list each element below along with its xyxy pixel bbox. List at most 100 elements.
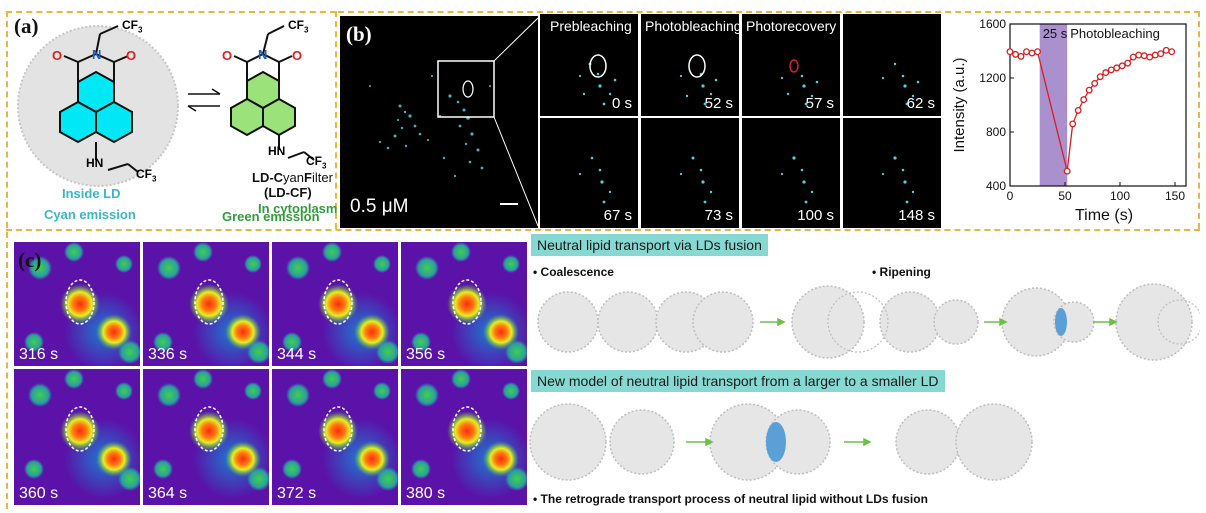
- green-blob: [157, 256, 181, 280]
- green-blob: [505, 340, 527, 364]
- frame-52s: Photobleaching 52 s: [641, 14, 739, 116]
- dots-62s: [881, 62, 920, 106]
- green-blob: [28, 383, 52, 407]
- red-blob: [225, 441, 261, 477]
- data-point-14: [1107, 66, 1115, 74]
- frame-0s: Prebleaching 0 s: [540, 14, 638, 116]
- red-blob-main: [318, 284, 358, 324]
- border-top-left: [6, 11, 336, 13]
- heat-time-316s: 316 s: [19, 346, 59, 363]
- ld-cyanfilter-name: LD-CyanFilter: [252, 170, 333, 185]
- panel-a-label: (a): [14, 14, 39, 38]
- fusion-outline: [65, 279, 95, 325]
- x-tick-label-150: 150: [1165, 189, 1185, 203]
- red-blob: [483, 441, 519, 477]
- data-point-5: [1034, 48, 1041, 56]
- retrograde-caption: • The retrograde transport process of ne…: [533, 492, 928, 506]
- dots-0s: [578, 54, 617, 106]
- border-right: [1198, 11, 1200, 229]
- time-100s: 100 s: [797, 207, 834, 224]
- green-blob: [451, 242, 471, 262]
- border-mid: [6, 229, 1200, 231]
- green-blob: [24, 332, 44, 352]
- green-blob: [415, 256, 439, 280]
- cyan-emission-label: Cyan emission: [44, 207, 136, 222]
- oxygen-left-cyan: O: [52, 48, 62, 63]
- dots-100s: [780, 156, 814, 204]
- border-top-right: [338, 11, 1200, 13]
- data-point-13: [1102, 69, 1110, 77]
- green-blob: [115, 382, 133, 400]
- cell-dots-overview: [369, 17, 538, 227]
- red-blob-main: [60, 411, 100, 451]
- green-blob: [411, 459, 431, 479]
- in-cytoplasm-label: In cytoplasm: [258, 201, 338, 216]
- green-blob: [247, 467, 269, 491]
- equilibrium-arrows: [187, 88, 221, 112]
- heatmap-364s: 364 s: [143, 369, 269, 505]
- green-blob: [411, 332, 431, 352]
- ripening-label: • Ripening: [872, 265, 931, 279]
- heat-time-360s: 360 s: [19, 485, 59, 502]
- heat-time-336s: 336 s: [148, 346, 188, 363]
- y-tick-label-1200: 1200: [979, 71, 1006, 85]
- dots-73s: [679, 156, 713, 204]
- border-a-b-divider: [335, 11, 337, 229]
- green-blob: [376, 467, 398, 491]
- fusion-outline: [65, 406, 95, 452]
- green-blob: [322, 242, 342, 262]
- y-tick-label-400: 400: [986, 179, 1006, 193]
- heat-time-364s: 364 s: [148, 485, 188, 502]
- overview-micrograph: 0.5 μM: [340, 16, 538, 228]
- heatmap-336s: 336 s: [143, 242, 269, 366]
- data-point-10: [1085, 86, 1093, 94]
- data-point-6: [1063, 167, 1071, 175]
- heatmap-360s: 360 s: [14, 369, 140, 505]
- red-blob-main: [60, 284, 100, 324]
- green-blob: [244, 382, 262, 400]
- nitrogen-cyan: N: [92, 47, 101, 62]
- cf3-bottom-left: CF3: [136, 167, 157, 184]
- oxygen-left-green: O: [222, 48, 232, 63]
- heat-time-356s: 356 s: [406, 346, 446, 363]
- data-point-24: [1162, 46, 1170, 54]
- red-blob-main: [189, 284, 229, 324]
- heatmap-356s: 356 s: [401, 242, 527, 366]
- frame-148s: 148 s: [843, 118, 941, 228]
- red-blob-main: [318, 411, 358, 451]
- data-point-4: [1028, 49, 1036, 57]
- red-blob: [483, 314, 519, 350]
- concentration-label: 0.5 μM: [350, 196, 409, 217]
- frame-73s: 73 s: [641, 118, 739, 228]
- heat-time-372s: 372 s: [277, 485, 317, 502]
- green-blob: [451, 369, 471, 389]
- green-blob: [286, 256, 310, 280]
- data-point-16: [1118, 62, 1126, 70]
- data-point-9: [1080, 96, 1088, 104]
- schematic-arrows: [760, 317, 1118, 327]
- ld-cf-abbrev: (LD-CF): [264, 185, 312, 200]
- time-73s: 73 s: [704, 207, 733, 224]
- green-blob: [322, 369, 342, 389]
- cf3-bottom-right: CF3: [306, 154, 327, 171]
- retrograde-channel: [766, 422, 786, 462]
- heatmap-316s: 316 s: [14, 242, 140, 366]
- retrograde-arrows: [686, 437, 872, 447]
- data-point-17: [1124, 59, 1132, 67]
- dots-52s: [679, 54, 718, 106]
- data-point-7: [1069, 120, 1077, 128]
- time-62s: 62 s: [906, 95, 935, 112]
- time-148s: 148 s: [898, 207, 935, 224]
- x-tick-label-50: 50: [1058, 189, 1072, 203]
- dots-148s: [881, 156, 915, 204]
- nh-right: HN: [268, 144, 286, 158]
- green-blob: [28, 256, 52, 280]
- data-point-22: [1151, 51, 1159, 59]
- data-point-19: [1135, 51, 1143, 59]
- data-point-20: [1140, 52, 1148, 60]
- fusion-schematics: [537, 283, 1200, 361]
- dots-57s: [780, 59, 819, 106]
- red-blob: [96, 441, 132, 477]
- intensity-chart: 25 s Photobleaching 0 50 100 150 400 800 1200 160…: [951, 17, 1187, 224]
- band-label: 25 s: [1043, 26, 1068, 41]
